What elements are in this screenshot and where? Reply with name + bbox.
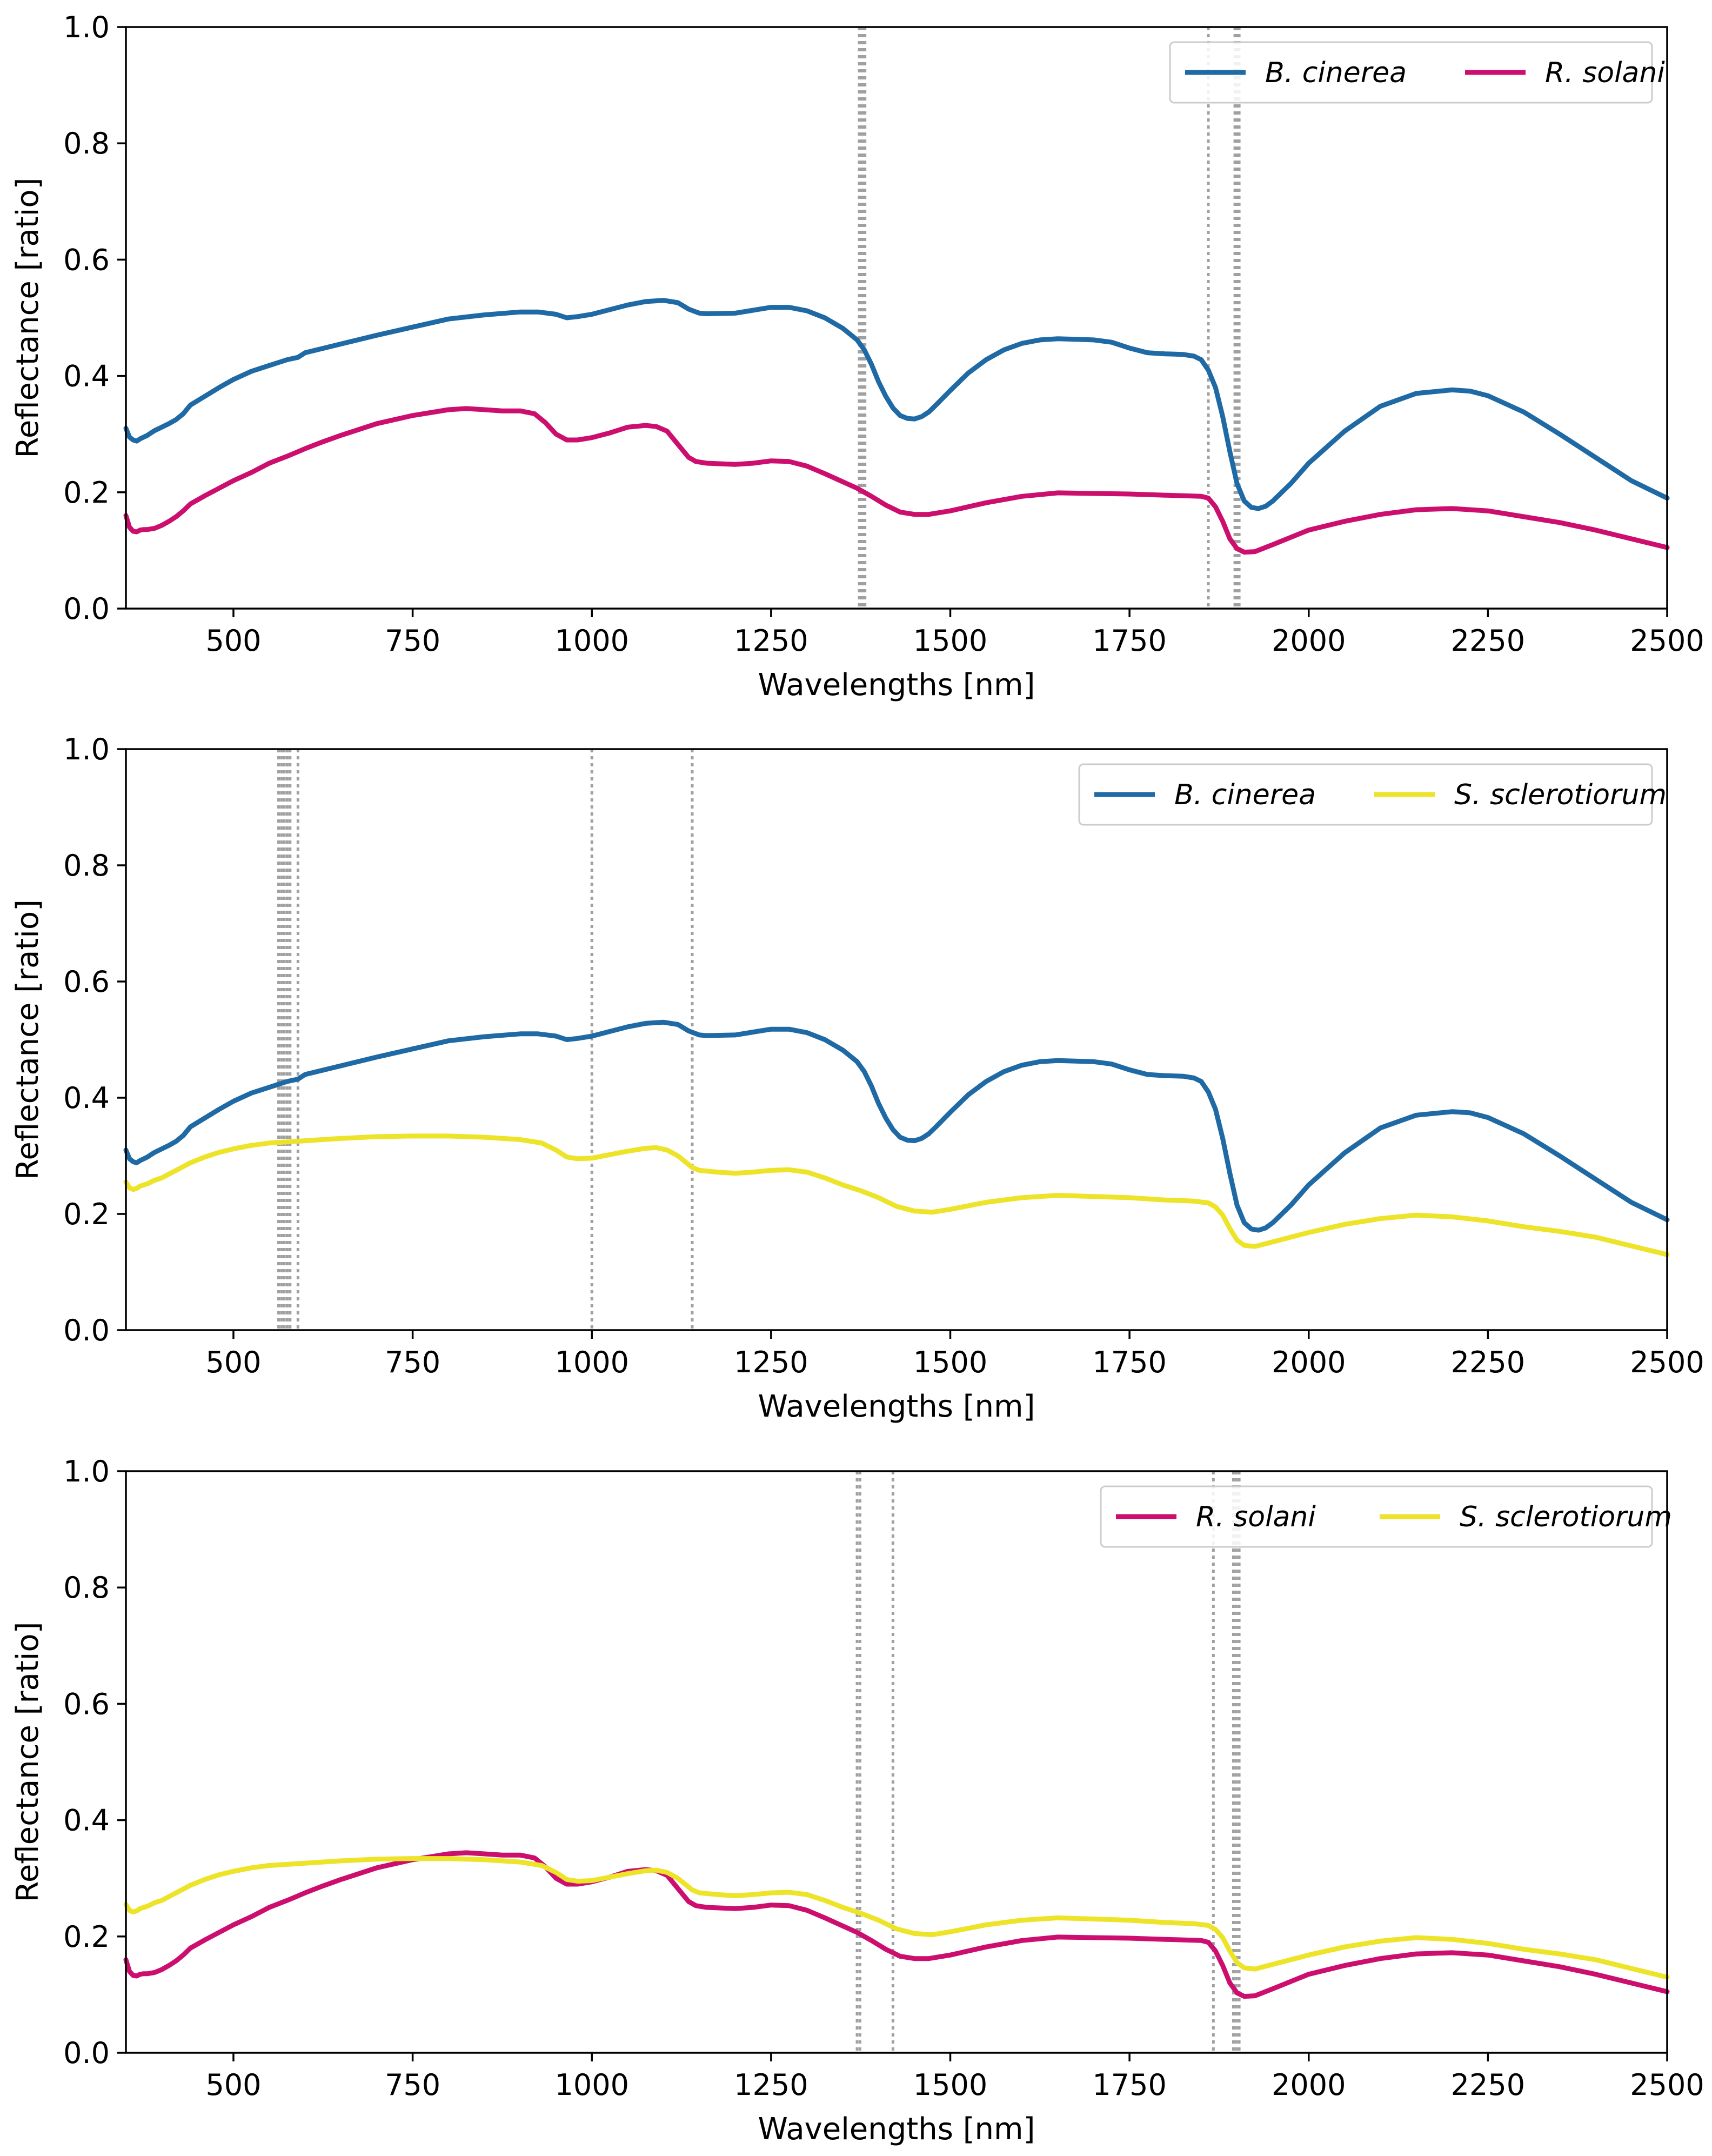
y-tick-label: 0.6	[63, 1687, 110, 1721]
series-line-r-solani	[123, 406, 1670, 555]
x-tick-label: 1500	[913, 1345, 987, 1379]
series-line-s-sclerotiorum	[123, 1856, 1670, 1980]
series-line-r-solani	[123, 1850, 1670, 1999]
x-tick-label: 2500	[1630, 1345, 1704, 1379]
y-tick-label: 0.8	[63, 126, 110, 161]
x-axis-label: Wavelengths [nm]	[758, 1389, 1035, 1424]
x-axis-label: Wavelengths [nm]	[758, 2112, 1035, 2147]
legend-label-r-solani: R. solani	[1196, 1501, 1316, 1533]
y-tick-label: 0.0	[63, 2036, 110, 2070]
y-tick-label: 0.0	[63, 592, 110, 626]
y-tick-label: 0.6	[63, 243, 110, 277]
x-tick-label: 2500	[1630, 2068, 1704, 2102]
legend-box	[1169, 41, 1653, 104]
y-tick-label: 0.4	[63, 1804, 110, 1838]
y-ticks: 0.0 0.2 0.4 0.6 0.8 1.0	[63, 732, 126, 1347]
x-tick-label: 2000	[1272, 2068, 1346, 2102]
y-axis-label: Reflectance [ratio]	[10, 178, 45, 458]
y-tick-label: 0.2	[63, 1920, 110, 1954]
y-axis-label: Reflectance [ratio]	[10, 1622, 45, 1903]
legend-label-r-solani: R. solani	[1545, 57, 1665, 89]
x-tick-label: 1000	[555, 2068, 629, 2102]
y-tick-label: 0.2	[63, 476, 110, 510]
legend-box	[1100, 1485, 1653, 1548]
x-tick-label: 750	[385, 624, 440, 658]
panel-b-cinerea-vs-r-solani: 500 750 1000 1250 1500 1750 2000 2250 2500 0.00.…	[10, 10, 1704, 703]
x-tick-label: 1250	[734, 624, 808, 658]
y-axis-label: Reflectance [ratio]	[10, 899, 45, 1180]
y-tick-label: 0.6	[63, 965, 110, 999]
legend: R. solani S. sclerotiorum	[1100, 1485, 1672, 1548]
y-tick-label: 1.0	[63, 732, 110, 766]
panel-b-cinerea-vs-s-sclerotiorum: 500 750 1000 1250 1500 1750 2000 2250 2500 0.00.…	[10, 732, 1704, 1424]
x-tick-label: 2250	[1451, 624, 1525, 658]
x-tick-label: 1750	[1092, 2068, 1166, 2102]
legend-box	[1078, 763, 1653, 826]
y-ticks: 0.0 0.2 0.4 0.6 0.8 1.0	[63, 10, 126, 626]
x-ticks: 500 750 1000 1250 1500 1750 2000 2250 2500	[205, 609, 1704, 658]
y-tick-label: 0.8	[63, 849, 110, 883]
x-tick-label: 1000	[555, 624, 629, 658]
x-tick-label: 500	[205, 1345, 261, 1379]
y-tick-label: 1.0	[63, 1454, 110, 1488]
x-tick-label: 2250	[1451, 1345, 1525, 1379]
x-tick-label: 1750	[1092, 624, 1166, 658]
x-tick-label: 2250	[1451, 2068, 1525, 2102]
legend-label-b-cinerea: B. cinerea	[1174, 779, 1316, 811]
x-tick-label: 750	[385, 2068, 440, 2102]
axes-frame	[125, 748, 1668, 1331]
x-tick-label: 2000	[1272, 624, 1346, 658]
series-line-b-cinerea	[123, 298, 1670, 511]
vline-group	[277, 749, 694, 1330]
panel-r-solani-vs-s-sclerotiorum: 500 750 1000 1250 1500 1750 2000 2250 2500 0.00.…	[10, 1454, 1704, 2147]
axes-frame	[125, 26, 1668, 610]
x-tick-label: 1500	[913, 2068, 987, 2102]
series-group	[123, 298, 1670, 555]
series-line-s-sclerotiorum	[123, 1133, 1670, 1257]
x-tick-label: 1000	[555, 1345, 629, 1379]
y-tick-label: 0.2	[63, 1197, 110, 1231]
x-ticks: 500 750 1000 1250 1500 1750 2000 2250 2500	[205, 2053, 1704, 2102]
series-group	[123, 1850, 1670, 1999]
y-ticks: 0.0 0.2 0.4 0.6 0.8 1.0	[63, 1454, 126, 2070]
x-tick-label: 2500	[1630, 624, 1704, 658]
x-tick-label: 1250	[734, 1345, 808, 1379]
axes-frame	[125, 1470, 1668, 2054]
x-tick-label: 1750	[1092, 1345, 1166, 1379]
vline-group	[855, 1471, 1241, 2053]
x-tick-label: 750	[385, 1345, 440, 1379]
legend-label-b-cinerea: B. cinerea	[1265, 57, 1407, 89]
x-tick-label: 500	[205, 624, 261, 658]
y-tick-label: 0.8	[63, 1571, 110, 1605]
x-tick-label: 500	[205, 2068, 261, 2102]
y-tick-label: 0.4	[63, 1081, 110, 1115]
x-ticks: 500 750 1000 1250 1500 1750 2000 2250 2500	[205, 1330, 1704, 1379]
x-tick-label: 1250	[734, 2068, 808, 2102]
legend-label-s-sclerotiorum: S. sclerotiorum	[1454, 779, 1667, 811]
series-line-b-cinerea	[123, 1019, 1670, 1233]
y-tick-label: 0.0	[63, 1313, 110, 1347]
x-tick-label: 1500	[913, 624, 987, 658]
y-tick-label: 1.0	[63, 10, 110, 44]
legend: B. cinerea R. solani	[1169, 41, 1665, 104]
legend: B. cinerea S. sclerotiorum	[1078, 763, 1667, 826]
series-group	[123, 1019, 1670, 1257]
y-tick-label: 0.4	[63, 359, 110, 393]
vline-group	[858, 27, 1241, 609]
x-axis-label: Wavelengths [nm]	[758, 668, 1035, 703]
legend-label-s-sclerotiorum: S. sclerotiorum	[1460, 1501, 1672, 1533]
x-tick-label: 2000	[1272, 1345, 1346, 1379]
